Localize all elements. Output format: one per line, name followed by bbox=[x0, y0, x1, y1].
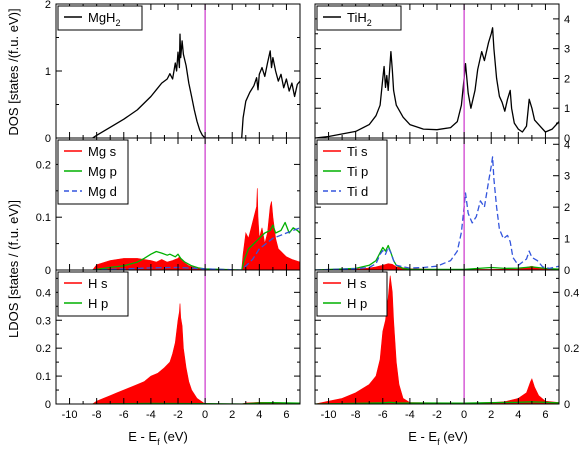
y-tick-label: 1 bbox=[564, 234, 570, 246]
x-tick-label: -2 bbox=[432, 409, 442, 421]
series-ti-d-line bbox=[315, 156, 559, 270]
legend-label: TiH2 bbox=[347, 10, 372, 28]
y-tick-label: 0.4 bbox=[36, 287, 51, 299]
legend-box bbox=[316, 271, 388, 317]
series-ti-p-line bbox=[315, 244, 559, 270]
legend-label: Mg p bbox=[88, 164, 117, 179]
panel-tih2-dos: 0 1 2 3 4 TiH2 bbox=[314, 3, 570, 145]
y-tick-label: 1 bbox=[564, 103, 570, 115]
y-tick-label: 3 bbox=[564, 171, 570, 183]
legend-label: Ti d bbox=[347, 184, 368, 199]
y-tick-label: 4 bbox=[564, 14, 570, 26]
legend-label: H p bbox=[347, 296, 367, 311]
y-tick-label: 0.4 bbox=[564, 287, 579, 299]
legend-label: H p bbox=[88, 296, 108, 311]
x-tick-label: -4 bbox=[405, 409, 415, 421]
y-tick-label: 3 bbox=[564, 44, 570, 56]
x-tick-label: 4 bbox=[515, 409, 521, 421]
y-tick-label: 2 bbox=[564, 73, 570, 85]
legend-label: Ti s bbox=[347, 144, 368, 159]
y-tick-label: 0.1 bbox=[36, 212, 51, 224]
legend: H s H p bbox=[57, 271, 129, 317]
y-tick-label: 0 bbox=[564, 399, 570, 411]
x-tick-label: -10 bbox=[62, 409, 78, 421]
panels-layer: 0 1 2 MgH2 0 1 2 3 4 TiH2 0 0.1 0.2 Mg s Mg p Mg d 0 1 2 3 4… bbox=[36, 0, 580, 421]
y-axis-label-dos: DOS [states /(f.u. eV)] bbox=[6, 8, 21, 135]
series-tih2-total-line bbox=[315, 27, 559, 138]
series-h-s-fill bbox=[315, 275, 559, 404]
x-axis-label-right: E - Ef (eV) bbox=[408, 429, 468, 447]
x-tick-label: -8 bbox=[351, 409, 361, 421]
y-tick-label: 4 bbox=[564, 139, 570, 151]
legend-label: H s bbox=[347, 276, 367, 291]
y-tick-label: 0 bbox=[564, 133, 570, 145]
legend-box bbox=[57, 5, 143, 31]
legend-box bbox=[57, 271, 129, 317]
y-tick-label: 0.1 bbox=[36, 371, 51, 383]
series-mg-d-line bbox=[92, 227, 300, 270]
y-tick-label: 2 bbox=[45, 0, 51, 11]
legend: Ti s Ti p Ti d bbox=[316, 139, 388, 205]
legend-label: Mg d bbox=[88, 184, 117, 199]
x-tick-label: 6 bbox=[283, 409, 289, 421]
series-h-s-fill bbox=[92, 303, 300, 404]
legend: TiH2 bbox=[316, 5, 402, 31]
legend-label: H s bbox=[88, 276, 108, 291]
x-axis-label-left: E - Ef (eV) bbox=[128, 429, 188, 447]
panel-h-ldos-mg: -10 -8 -6 -4 -2 0 2 4 6 0 0.1 0.2 0.3 0.4 H s H p bbox=[36, 269, 301, 421]
legend-box bbox=[316, 5, 402, 31]
legend-label: MgH2 bbox=[88, 10, 120, 28]
y-tick-label: 0 bbox=[45, 399, 51, 411]
panel-h-ldos-ti: -10 -8 -6 -4 -2 0 2 4 6 0 0.2 0.4 H s H p bbox=[314, 269, 579, 421]
plot-area bbox=[92, 303, 300, 404]
legend: H s H p bbox=[316, 271, 388, 317]
panel-ti-ldos: 0 1 2 3 4 Ti s Ti p Ti d bbox=[314, 137, 570, 277]
x-tick-label: -2 bbox=[173, 409, 183, 421]
x-tick-label: -6 bbox=[378, 409, 388, 421]
y-tick-label: 0.2 bbox=[564, 343, 579, 355]
y-tick-label: 0 bbox=[45, 133, 51, 145]
legend-label: Ti p bbox=[347, 164, 368, 179]
series-mgh2-total-line bbox=[92, 33, 300, 138]
x-tick-label: -8 bbox=[92, 409, 102, 421]
plot-area bbox=[315, 27, 559, 138]
legend-label: Mg s bbox=[88, 144, 117, 159]
y-axis-label-ldos: LDOS [states / (f.u. eV)] bbox=[6, 200, 21, 338]
panel-mgh2-dos: 0 1 2 MgH2 bbox=[45, 0, 301, 145]
x-tick-label: -6 bbox=[119, 409, 129, 421]
panel-mg-ldos: 0 0.1 0.2 Mg s Mg p Mg d bbox=[36, 137, 301, 277]
x-tick-label: 2 bbox=[229, 409, 235, 421]
y-tick-label: 2 bbox=[564, 202, 570, 214]
legend: Mg s Mg p Mg d bbox=[57, 139, 129, 205]
x-tick-label: 6 bbox=[542, 409, 548, 421]
x-tick-label: 2 bbox=[488, 409, 494, 421]
y-tick-label: 0 bbox=[45, 265, 51, 277]
y-tick-label: 1 bbox=[45, 66, 51, 78]
y-tick-label: 0 bbox=[564, 265, 570, 277]
x-tick-label: 0 bbox=[461, 409, 467, 421]
x-tick-label: -10 bbox=[321, 409, 337, 421]
y-tick-label: 0.3 bbox=[36, 315, 51, 327]
x-tick-label: 4 bbox=[256, 409, 262, 421]
y-tick-label: 0.2 bbox=[36, 343, 51, 355]
x-tick-label: -4 bbox=[146, 409, 156, 421]
plot-area bbox=[92, 33, 300, 138]
legend: MgH2 bbox=[57, 5, 143, 31]
x-tick-label: 0 bbox=[202, 409, 208, 421]
plot-area bbox=[92, 188, 300, 270]
y-tick-label: 0.2 bbox=[36, 159, 51, 171]
series-h-p-line bbox=[92, 401, 300, 404]
